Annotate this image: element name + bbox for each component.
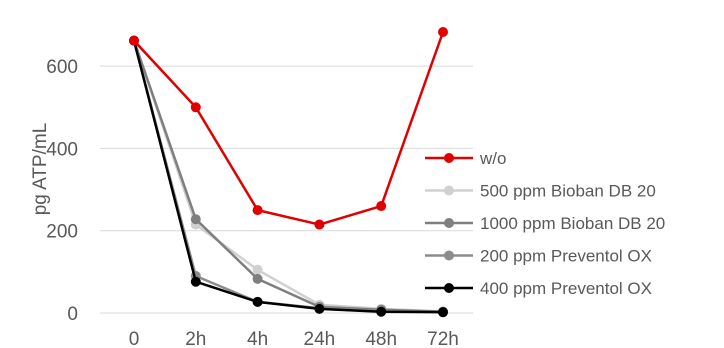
data-point [252,296,263,307]
legend-item: w/o [425,149,506,168]
series-0 [129,26,448,230]
x-tick-label: 24h [304,329,336,348]
series-line [132,40,444,314]
x-tick-label: 48h [365,329,397,348]
legend-label: 200 ppm Preventol OX [480,247,652,266]
legend-item: 1000 ppm Bioban DB 20 [425,214,665,233]
data-point [376,201,387,212]
legend-label: 500 ppm Bioban DB 20 [480,182,656,201]
legend-swatch-marker [444,153,454,163]
series-line [133,31,445,226]
legend-label: 1000 ppm Bioban DB 20 [480,214,665,233]
series-lines [129,26,448,318]
series-4 [129,35,448,318]
x-tick-label: 2h [185,329,206,348]
series-2 [129,35,448,317]
legend-swatch-marker [444,283,454,293]
data-point [190,214,201,225]
y-tick-label: 400 [46,139,78,160]
legend: w/o 500 ppm Bioban DB 20 1000 ppm Bioban D… [425,149,665,298]
x-tick-label: 72h [427,329,459,348]
y-axis-ticks: 0 200 400 600 [46,57,78,325]
y-tick-label: 0 [67,304,78,325]
y-tick-label: 200 [46,222,78,243]
legend-swatch-marker [444,218,454,228]
series-3 [129,35,448,318]
data-point [129,35,139,46]
data-point [252,273,263,284]
series-1 [129,35,448,317]
data-point [438,307,448,318]
legend-item: 200 ppm Preventol OX [425,247,652,266]
x-axis-ticks: 0 2h 4h 24h 48h 72h [129,329,459,348]
x-tick-label: 4h [247,329,268,348]
y-axis-label: pg ATP/mL [30,123,51,216]
series-line [132,40,444,314]
data-point [314,303,325,314]
data-point [252,205,263,216]
data-point [438,26,448,37]
data-point [376,306,387,317]
legend-swatch-marker [444,250,454,261]
data-point [252,264,263,275]
data-point [190,276,201,287]
data-point [314,219,325,230]
legend-label: 400 ppm Preventol OX [480,279,652,298]
legend-item: 500 ppm Bioban DB 20 [425,182,656,201]
legend-label: w/o [479,149,506,168]
legend-swatch-marker [444,185,454,196]
data-point [190,102,201,113]
y-tick-label: 600 [46,57,78,78]
legend-item: 400 ppm Preventol OX [425,279,652,298]
x-tick-label: 0 [129,329,140,348]
